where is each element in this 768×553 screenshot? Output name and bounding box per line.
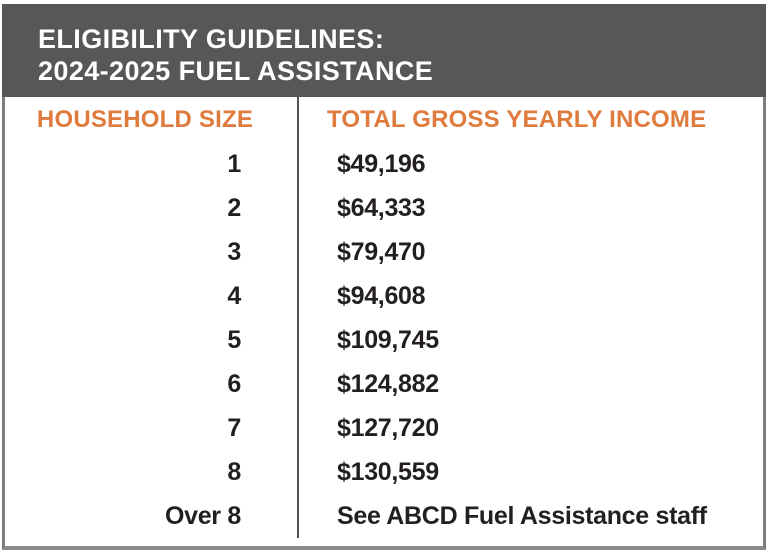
income-value: See ABCD Fuel Assistance staff xyxy=(337,501,707,530)
income-value: $79,470 xyxy=(337,238,426,267)
income-value: $49,196 xyxy=(337,150,426,179)
income-column-header: TOTAL GROSS YEARLY INCOME xyxy=(327,106,707,133)
title-banner: ELIGIBILITY GUIDELINES: 2024-2025 FUEL A… xyxy=(2,4,766,97)
income-cell: $79,470 xyxy=(299,231,763,275)
income-cell: $49,196 xyxy=(299,143,763,187)
income-value: $124,882 xyxy=(337,369,439,398)
household-size-cell: 5 xyxy=(5,318,299,363)
income-value: $130,559 xyxy=(337,457,439,486)
income-cell: $124,882 xyxy=(299,362,763,406)
household-size-cell: 2 xyxy=(5,186,299,231)
income-value: $109,745 xyxy=(337,326,439,354)
household-size-cell: 6 xyxy=(5,362,299,407)
table-row: 5 $109,745 xyxy=(5,318,763,363)
household-size-value: 4 xyxy=(227,282,241,311)
table-row: 6 $124,882 xyxy=(5,362,763,407)
table-row: 4 $94,608 xyxy=(5,274,763,319)
household-size-value: 2 xyxy=(227,194,241,223)
household-size-value: 8 xyxy=(227,457,241,486)
household-size-cell: 1 xyxy=(5,143,299,187)
income-cell: See ABCD Fuel Assistance staff xyxy=(299,494,763,538)
household-size-column-header: HOUSEHOLD SIZE xyxy=(36,106,254,133)
eligibility-table: HOUSEHOLD SIZE TOTAL GROSS YEARLY INCOME… xyxy=(2,97,766,550)
household-size-value: Over 8 xyxy=(164,501,241,530)
income-cell: $130,559 xyxy=(299,450,763,494)
household-size-cell: 3 xyxy=(5,230,299,275)
household-size-value: 6 xyxy=(227,369,241,398)
household-size-cell: 7 xyxy=(5,406,299,451)
table-row: 7 $127,720 xyxy=(5,406,763,451)
income-cell: $109,745 xyxy=(299,319,763,363)
household-size-value: 1 xyxy=(227,150,241,179)
table-header-row: HOUSEHOLD SIZE TOTAL GROSS YEARLY INCOME xyxy=(5,97,763,143)
household-size-cell: Over 8 xyxy=(5,494,299,539)
income-value: $64,333 xyxy=(337,194,426,223)
household-size-cell: 4 xyxy=(5,274,299,319)
table-row: 2 $64,333 xyxy=(5,186,763,231)
income-value: $94,608 xyxy=(337,282,426,311)
household-size-value: 3 xyxy=(227,238,241,267)
table-row: 8 $130,559 xyxy=(5,450,763,495)
title-line-2: 2024-2025 FUEL ASSISTANCE xyxy=(38,56,434,86)
household-size-header-cell: HOUSEHOLD SIZE xyxy=(5,97,299,143)
income-value: $127,720 xyxy=(337,413,439,442)
table-row: Over 8 See ABCD Fuel Assistance staff xyxy=(5,494,763,539)
income-cell: $64,333 xyxy=(299,187,763,231)
household-size-value: 5 xyxy=(227,326,241,354)
table-row: 3 $79,470 xyxy=(5,230,763,275)
household-size-cell: 8 xyxy=(5,450,299,495)
household-size-value: 7 xyxy=(227,413,241,442)
income-cell: $127,720 xyxy=(299,406,763,450)
income-cell: $94,608 xyxy=(299,275,763,319)
title-line-1: ELIGIBILITY GUIDELINES: xyxy=(38,24,385,54)
table-row: 1 $49,196 xyxy=(5,143,763,187)
income-header-cell: TOTAL GROSS YEARLY INCOME xyxy=(299,97,763,143)
